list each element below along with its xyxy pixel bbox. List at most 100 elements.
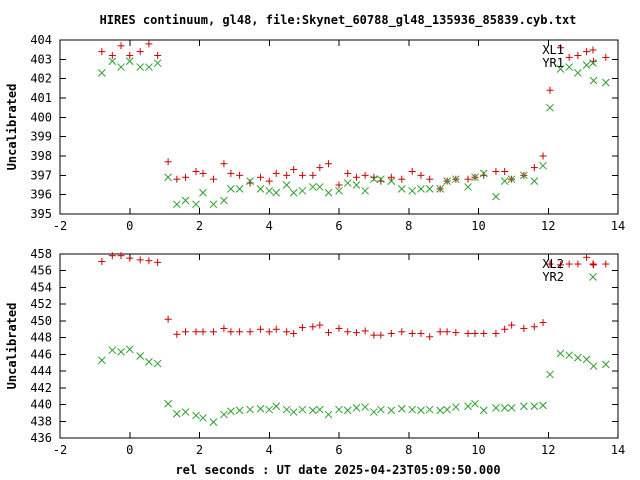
data-point xyxy=(136,256,144,264)
marker-stroke xyxy=(220,196,228,205)
series-xl2 xyxy=(98,252,610,341)
data-point xyxy=(308,406,317,415)
marker-stroke xyxy=(370,175,378,184)
data-point xyxy=(501,325,509,333)
marker-stroke xyxy=(565,351,574,360)
data-point xyxy=(530,323,538,331)
data-point xyxy=(335,324,343,332)
series-yr1 xyxy=(97,57,610,209)
data-point xyxy=(108,51,116,59)
data-point xyxy=(282,405,291,414)
data-point xyxy=(192,328,200,336)
data-point xyxy=(192,200,200,209)
marker-stroke xyxy=(443,405,451,414)
data-point xyxy=(220,324,228,332)
data-point xyxy=(246,328,254,336)
data-point xyxy=(507,175,516,184)
data-point xyxy=(227,185,235,193)
data-point xyxy=(199,414,207,422)
marker-stroke xyxy=(192,200,200,209)
data-point xyxy=(335,186,343,195)
legend-marker xyxy=(589,273,597,281)
y-axis-label: Uncalibrated xyxy=(5,303,19,390)
marker-stroke xyxy=(97,356,106,365)
data-point xyxy=(125,57,134,66)
data-point xyxy=(417,171,425,179)
data-point xyxy=(565,351,574,360)
data-point xyxy=(507,404,516,412)
data-point xyxy=(298,405,307,414)
data-point xyxy=(546,103,554,112)
data-point xyxy=(272,169,280,177)
data-point xyxy=(565,53,573,61)
data-point xyxy=(265,328,273,336)
data-point xyxy=(236,171,244,179)
data-point xyxy=(601,360,610,369)
marker-stroke xyxy=(574,353,582,362)
data-point xyxy=(108,252,116,260)
y-tick-label: 456 xyxy=(30,264,52,278)
marker-stroke xyxy=(298,186,307,195)
data-point xyxy=(126,254,134,262)
data-point xyxy=(574,260,582,268)
data-point xyxy=(265,177,273,185)
marker-stroke xyxy=(289,408,298,416)
y-tick-label: 396 xyxy=(30,188,52,202)
marker-stroke xyxy=(589,59,597,67)
marker-stroke xyxy=(546,370,554,379)
y-tick-label: 458 xyxy=(30,247,52,261)
data-point xyxy=(492,192,500,201)
data-point xyxy=(290,329,298,337)
marker-stroke xyxy=(282,181,291,189)
data-point xyxy=(451,175,460,184)
data-point xyxy=(546,260,554,268)
data-point xyxy=(352,181,361,189)
data-point xyxy=(443,328,451,336)
marker-stroke xyxy=(343,179,352,187)
data-point xyxy=(117,252,125,260)
data-point xyxy=(583,48,591,56)
data-point xyxy=(519,402,528,411)
x-tick-label: 10 xyxy=(471,443,485,457)
data-point xyxy=(282,181,291,189)
data-point xyxy=(164,158,172,166)
marker-stroke xyxy=(451,403,460,411)
marker-stroke xyxy=(471,399,479,408)
marker-stroke xyxy=(397,185,406,193)
data-point xyxy=(343,179,352,187)
marker-stroke xyxy=(370,408,378,416)
data-point xyxy=(117,42,125,50)
data-point xyxy=(289,408,298,416)
x-tick-label: 0 xyxy=(126,443,133,457)
data-point xyxy=(126,51,134,59)
data-point xyxy=(398,328,406,336)
x-tick-label: 12 xyxy=(541,219,555,233)
data-point xyxy=(492,167,500,175)
data-point xyxy=(153,59,162,68)
data-point xyxy=(145,257,153,265)
y-tick-label: 454 xyxy=(30,280,52,294)
marker-stroke xyxy=(308,183,317,191)
marker-stroke xyxy=(556,349,565,358)
marker-stroke xyxy=(436,185,444,193)
data-point xyxy=(257,173,265,181)
marker-stroke xyxy=(308,406,317,415)
marker-stroke xyxy=(582,355,591,364)
data-point xyxy=(154,51,162,59)
x-tick-label: 2 xyxy=(196,219,203,233)
data-point xyxy=(574,51,582,59)
data-point xyxy=(492,329,500,337)
marker-stroke xyxy=(408,405,417,414)
marker-stroke xyxy=(246,405,254,414)
data-point xyxy=(199,188,207,197)
marker-stroke xyxy=(164,399,172,408)
marker-stroke xyxy=(397,404,406,413)
marker-stroke xyxy=(227,407,235,416)
data-point xyxy=(199,169,207,177)
data-point xyxy=(289,188,298,197)
data-point xyxy=(530,177,539,185)
data-point xyxy=(316,321,324,329)
data-point xyxy=(387,406,396,415)
marker-stroke xyxy=(376,175,385,184)
data-point xyxy=(501,167,509,175)
